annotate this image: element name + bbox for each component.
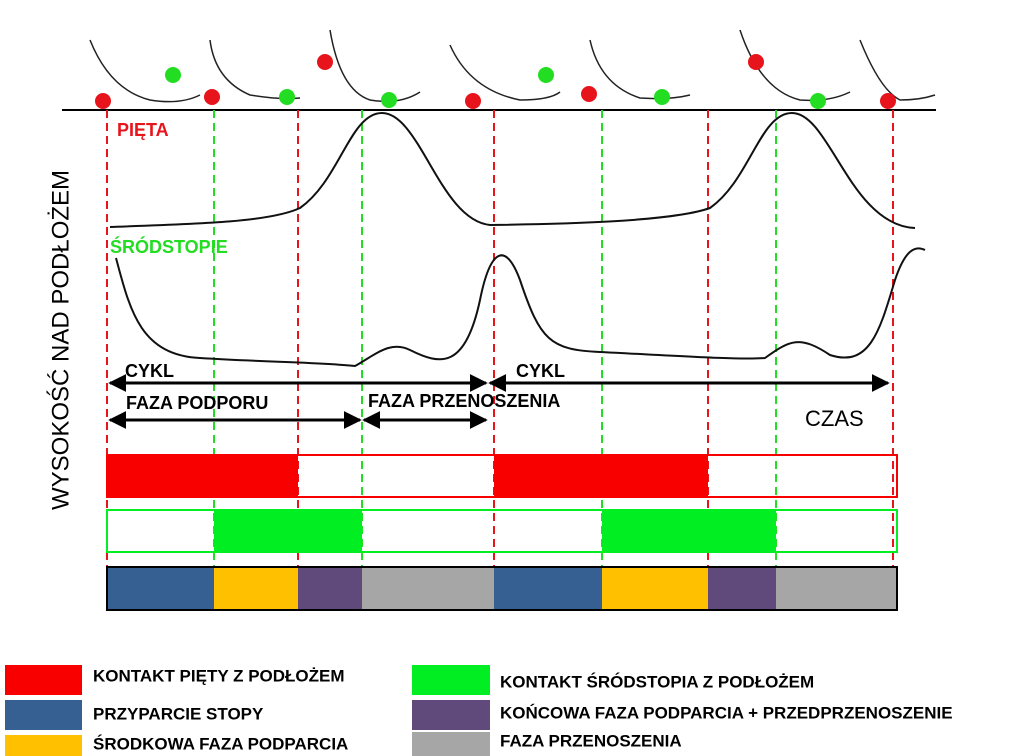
legend-label: KONTAKT ŚRÓDSTOPIA Z PODŁOŻEM bbox=[500, 672, 814, 691]
legend-label: PRZYPARCIE STOPY bbox=[93, 704, 264, 723]
time-label: CZAS bbox=[805, 406, 864, 431]
midfoot-label: ŚRÓDSTOPIE bbox=[110, 236, 228, 257]
cycle-label: CYKL bbox=[516, 361, 565, 381]
swing-label: FAZA PRZENOSZENIA bbox=[368, 391, 560, 411]
heel-contact-bar bbox=[106, 454, 898, 498]
heel-curve bbox=[109, 111, 916, 229]
marker-dots bbox=[95, 54, 896, 109]
midfoot-curve bbox=[115, 247, 926, 368]
cycle-label: CYKL bbox=[125, 361, 174, 381]
heel-label: PIĘTA bbox=[117, 120, 169, 140]
legend-label: KOŃCOWA FAZA PODPARCIA + PRZEDPRZENOSZEN… bbox=[500, 703, 953, 722]
legend-label: ŚRODKOWA FAZA PODPARCIA bbox=[93, 734, 348, 753]
arrows bbox=[108, 374, 890, 429]
phase-bar bbox=[106, 566, 898, 611]
legend: KONTAKT PIĘTY Z PODŁOŻEM PRZYPARCIE STOP… bbox=[5, 665, 953, 756]
legend-label: FAZA PRZENOSZENIA bbox=[500, 731, 682, 750]
legend-label: KONTAKT PIĘTY Z PODŁOŻEM bbox=[93, 666, 345, 685]
axis-label: WYSOKOŚĆ NAD PODŁOŻEM bbox=[46, 170, 74, 510]
stance-label: FAZA PODPORU bbox=[126, 393, 268, 413]
midfoot-contact-bar bbox=[106, 509, 898, 553]
